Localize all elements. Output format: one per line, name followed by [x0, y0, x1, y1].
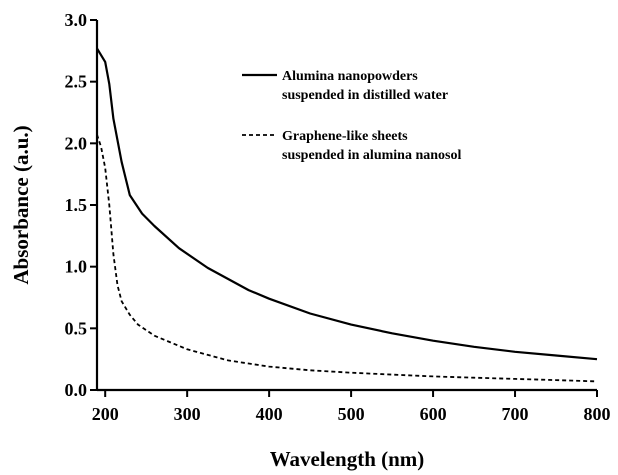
- legend-label-2: suspended in alumina nanosol: [282, 148, 461, 163]
- y-tick-label: 2.0: [65, 133, 88, 153]
- y-tick-label: 1.5: [65, 195, 88, 215]
- legend: Alumina nanopowders suspended in distille…: [242, 69, 461, 163]
- series-line-2: [96, 134, 598, 383]
- x-tick-label: 800: [584, 404, 611, 424]
- y-tick-label: 0.0: [65, 380, 88, 400]
- y-tick-label: 3.0: [65, 10, 88, 30]
- y-tick-label: 0.5: [65, 318, 88, 338]
- x-tick-label: 700: [502, 404, 529, 424]
- axes: 200 300 400 500 600 700 800 0.0 0.5 1.0 1.5 2.0 2.5 3…: [65, 10, 611, 424]
- y-tick-label: 2.5: [65, 72, 88, 92]
- legend-label-2: Graphene-like sheets: [282, 129, 408, 144]
- legend-label-1: Alumina nanopowders: [282, 69, 418, 84]
- x-tick-label: 500: [338, 404, 365, 424]
- y-tick-label: 1.0: [65, 257, 88, 277]
- legend-label-1: suspended in distilled water: [282, 88, 448, 103]
- series-line-1: [96, 47, 598, 361]
- y-axis-label: Absorbance (a.u.): [9, 125, 33, 284]
- plot-area: [96, 47, 598, 383]
- x-tick-label: 300: [174, 404, 201, 424]
- x-tick-label: 600: [420, 404, 447, 424]
- x-tick-label: 200: [92, 404, 119, 424]
- x-tick-label: 400: [256, 404, 283, 424]
- x-axis-label: Wavelength (nm): [270, 447, 425, 471]
